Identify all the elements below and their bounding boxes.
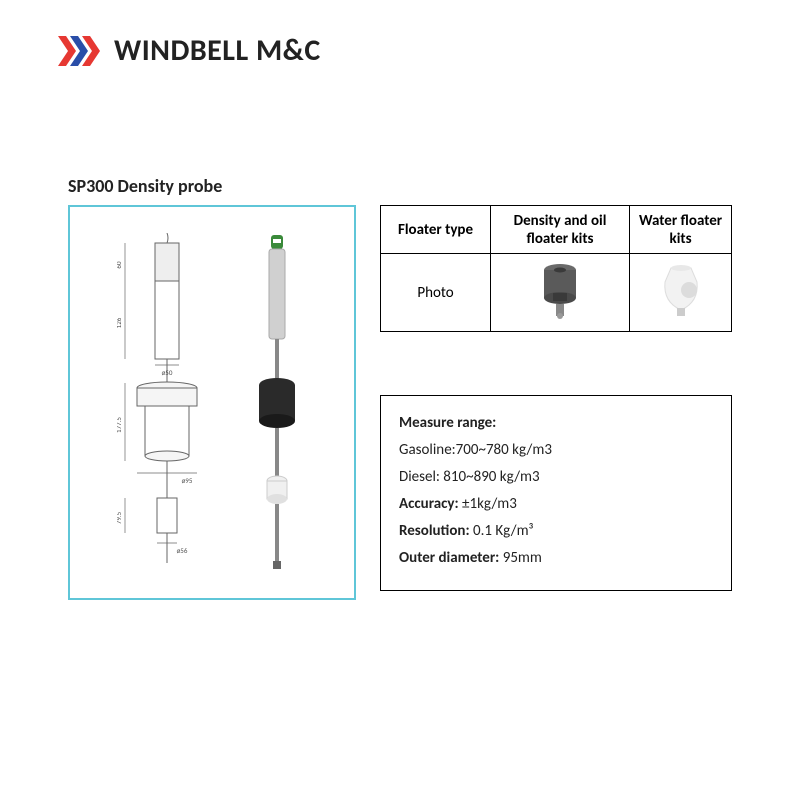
dim-2: 126	[117, 317, 123, 328]
col-header-water: Water floater kits	[630, 206, 732, 254]
density-floater-cell	[491, 254, 630, 332]
company-name: WINDBELL M&C	[114, 32, 321, 69]
dim-w3: ø56	[177, 546, 188, 555]
outer-diameter-label: Outer diameter:	[399, 549, 499, 567]
spec-accuracy: Accuracy: ±1kg/m3	[399, 491, 713, 518]
spec-resolution: Resolution: 0.1 Kg/m³	[399, 518, 713, 545]
measure-range-label: Measure range:	[399, 414, 496, 432]
water-floater-icon	[653, 262, 709, 323]
probe-photo	[247, 233, 307, 573]
table-header-row: Floater type Density and oil floater kit…	[381, 206, 732, 254]
dim-4: 79.5	[117, 511, 123, 524]
resolution-label: Resolution:	[399, 522, 470, 540]
section-title: SP300 Density probe	[68, 175, 222, 197]
row-label-photo: Photo	[381, 254, 491, 332]
dim-3: 177.5	[117, 416, 123, 432]
spec-measure-range: Measure range:	[399, 410, 713, 437]
col-header-type: Floater type	[381, 206, 491, 254]
dim-w1: ø50	[162, 368, 173, 377]
brand-header: WINDBELL M&C	[56, 32, 321, 69]
logo-icon	[56, 34, 104, 68]
technical-drawing: 60 126 177.5 79.5 ø50 ø95 ø56	[117, 233, 217, 573]
water-floater-cell	[630, 254, 732, 332]
diagram-panel: 60 126 177.5 79.5 ø50 ø95 ø56	[68, 205, 356, 600]
density-floater-icon	[535, 260, 585, 325]
spec-diesel: Diesel: 810~890 kg/m3	[399, 464, 713, 491]
table-photo-row: Photo	[381, 254, 732, 332]
spec-gasoline: Gasoline:700~780 kg/m3	[399, 437, 713, 464]
floater-table: Floater type Density and oil floater kit…	[380, 205, 732, 332]
spec-box: Measure range: Gasoline:700~780 kg/m3 Di…	[380, 395, 732, 591]
dim-w2: ø95	[182, 476, 193, 485]
col-header-density: Density and oil floater kits	[491, 206, 630, 254]
accuracy-label: Accuracy:	[399, 495, 459, 513]
spec-outer-diameter: Outer diameter: 95mm	[399, 545, 713, 572]
dim-top: 60	[117, 261, 123, 269]
outer-diameter-value: 95mm	[503, 549, 542, 567]
resolution-value: 0.1 Kg/m³	[473, 522, 534, 540]
accuracy-value: ±1kg/m3	[462, 495, 517, 513]
